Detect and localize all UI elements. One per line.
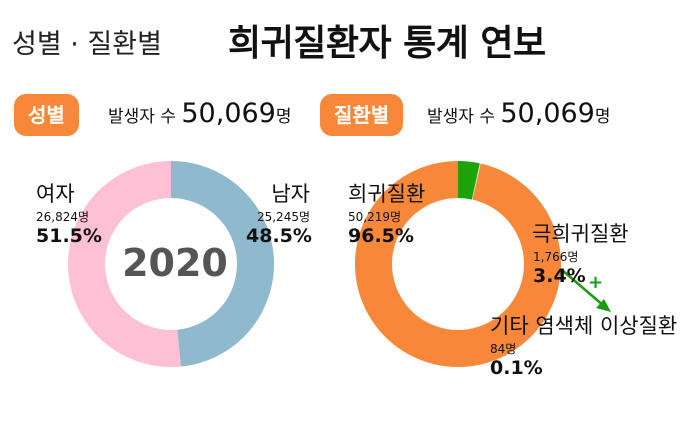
subtitle: 성별 · 질환별 [12,29,162,60]
ultra-rare-value-group: 1,766명 3.4% [533,248,586,287]
rare-name: 희귀질환 [348,182,426,206]
other-count: 84명 [490,342,517,356]
gender-total: 발생자 수 50,069명 [108,98,292,129]
gender-total-label: 발생자 수 [108,107,176,127]
disease-total-value: 50,069 [500,98,595,129]
arrow-line [561,269,605,307]
other-name: 기타 염색체 이상질환 [490,314,678,338]
male-count: 25,245명 [256,210,310,224]
page-title: 희귀질환자 통계 연보 [228,23,546,64]
other-slice [471,163,481,200]
gender-total-value: 50,069 [181,98,276,129]
disease-total-label: 발생자 수 [427,107,495,127]
female-slice [67,161,181,368]
male-label-group: 남자 25,245명 48.5% [246,178,312,247]
rare-percent: 96.5% [348,225,414,247]
gender-donut [67,161,274,368]
year-label: 2020 [122,241,228,285]
rare-slice [355,161,562,367]
male-name: 남자 [271,182,310,206]
disease-section-badge: 질환별 [320,94,404,136]
gender-total-unit: 명 [275,107,292,127]
ultra-rare-arrow [561,269,611,312]
ultra-rare-percent: 3.4% [533,265,586,287]
gender-section-badge: 성별 [14,94,79,136]
disease-total: 발생자 수 50,069명 [427,98,611,129]
female-percent: 51.5% [36,225,102,247]
female-name: 여자 [36,182,75,206]
arrow-head [596,299,611,312]
male-slice [171,161,274,367]
rare-count: 50,219명 [348,210,402,224]
other-label-group: 기타 염색체 이상질환 84명 0.1% [490,310,677,379]
ultra-rare-name-wrap: 극희귀질환 [532,218,629,248]
rare-label-group: 희귀질환 50,219명 96.5% [348,178,425,247]
disease-donut [355,161,562,367]
ultra-rare-name: 극희귀질환 [532,222,629,246]
female-label-group: 여자 26,824명 51.5% [36,178,102,247]
female-count: 26,824명 [36,210,90,224]
annotation-plus: + [588,272,604,293]
male-percent: 48.5% [246,225,312,247]
ultra-rare-count: 1,766명 [533,250,579,264]
other-percent: 0.1% [490,357,543,379]
disease-total-unit: 명 [594,107,611,127]
ultra-rare-slice [458,161,480,200]
